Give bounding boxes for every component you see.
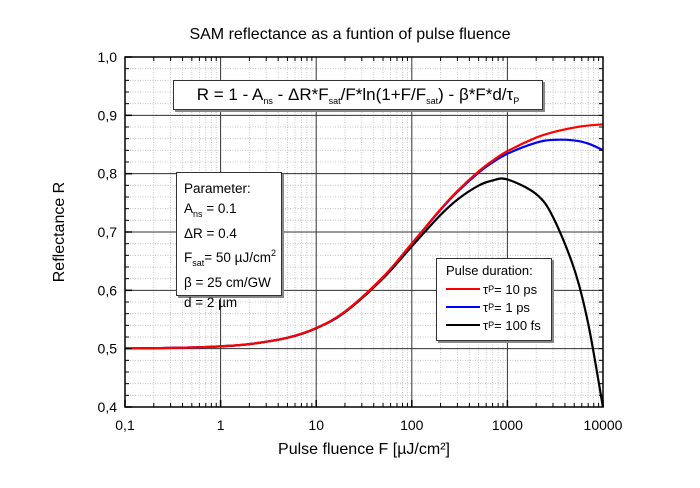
legend-item-1ps: τ P = 1 ps: [446, 298, 551, 316]
x-tick-label: 1000: [492, 417, 523, 433]
y-axis-label: Reflectance R: [51, 181, 68, 283]
legend-swatch: [446, 324, 480, 326]
legend-sub: P: [488, 320, 495, 330]
legend-swatch: [446, 288, 480, 290]
y-tick-label: 0,4: [98, 399, 118, 415]
x-tick-label: 100: [400, 417, 424, 433]
param-ans: Ans = 0.1: [184, 199, 281, 225]
y-tick-label: 0,7: [98, 224, 118, 240]
legend-label: = 10 ps: [494, 281, 538, 297]
y-tick-label: 0,9: [98, 107, 118, 123]
legend-tau: τ: [483, 317, 489, 333]
param-dr: ΔR = 0.4: [184, 226, 237, 241]
y-tick-label: 1,0: [98, 49, 118, 65]
axes: 0,1 1 10 100 1000 10000 0,4 0,5 0,6 0,7 0,8 0,9 1,0: [98, 49, 623, 433]
parameter-heading: Parameter:: [184, 181, 251, 196]
param-symbol: A: [184, 200, 194, 216]
legend-item-100fs: τ P = 100 fs: [446, 316, 551, 334]
formula-sub: sat: [426, 96, 439, 106]
param-sub: ns: [193, 208, 203, 219]
formula-sub: ns: [263, 96, 273, 106]
param-beta: β = 25 cm/GW: [184, 275, 271, 290]
legend-tau: τ: [483, 281, 489, 297]
formula-part: ) - β*F*d/τ: [438, 85, 514, 104]
param-sub: sat: [192, 257, 205, 268]
param-symbol: F: [184, 249, 193, 265]
param-d: d = 2 µm: [184, 294, 238, 310]
formula-box: R = 1 - Ans - ΔR*Fsat/F*ln(1+F/Fsat) - β…: [173, 80, 543, 110]
legend: Pulse duration: τ P = 10 ps τ P = 1 ps τ P = 1…: [436, 258, 552, 341]
param-sup: 2: [270, 247, 276, 258]
param-value: = 50 µJ/cm: [204, 249, 271, 265]
legend-title: Pulse duration:: [446, 263, 533, 278]
param-value: = 0.1: [202, 200, 237, 216]
series-line-10ps: [124, 123, 604, 350]
formula-part: R = 1 - A: [196, 85, 264, 104]
chart-title: SAM reflectance as a funtion of pulse fl…: [189, 26, 511, 43]
formula-part: - ΔR*F: [272, 85, 329, 104]
x-tick-label: 10000: [584, 417, 623, 433]
y-tick-label: 0,6: [98, 282, 118, 298]
formula-sub: sat: [328, 96, 341, 106]
formula-part: /F*ln(1+F/F: [340, 85, 427, 104]
legend-item-10ps: τ P = 10 ps: [446, 280, 551, 298]
plot-frame: [124, 56, 604, 408]
legend-label: = 1 ps: [494, 299, 530, 315]
parameter-box: Parameter: Ans = 0.1 ΔR = 0.4 Fsat= 50 µ…: [176, 172, 282, 310]
legend-tau: τ: [483, 299, 489, 315]
series-lines: [124, 123, 605, 408]
formula-sub: P: [513, 96, 520, 106]
legend-swatch: [446, 306, 480, 308]
x-tick-label: 1: [217, 417, 225, 433]
y-tick-label: 0,8: [98, 166, 118, 182]
x-tick-label: 0,1: [115, 417, 135, 433]
legend-sub: P: [488, 302, 495, 312]
x-axis-label: Pulse fluence F [µJ/cm²]: [278, 441, 450, 458]
y-tick-label: 0,5: [98, 341, 118, 357]
legend-sub: P: [488, 284, 495, 294]
legend-label: = 100 fs: [494, 317, 541, 333]
param-fsat: Fsat= 50 µJ/cm2: [184, 244, 281, 274]
x-tick-label: 10: [308, 417, 324, 433]
